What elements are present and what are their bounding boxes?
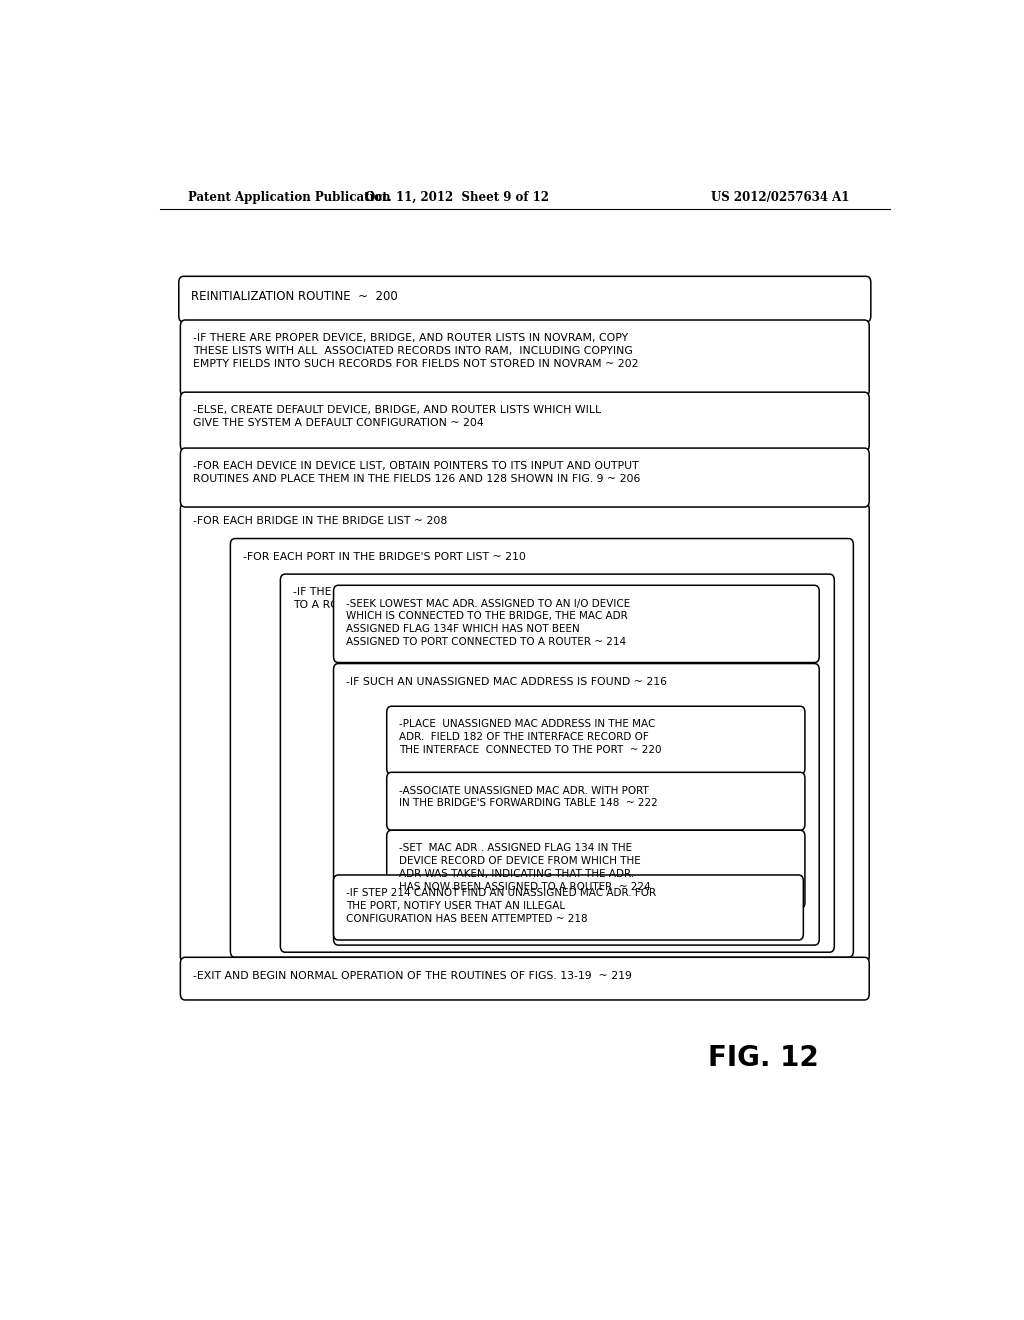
FancyBboxPatch shape xyxy=(387,772,805,830)
Text: -FOR EACH PORT IN THE BRIDGE'S PORT LIST ~ 210: -FOR EACH PORT IN THE BRIDGE'S PORT LIST… xyxy=(243,552,526,562)
Text: -IF THERE ARE PROPER DEVICE, BRIDGE, AND ROUTER LISTS IN NOVRAM, COPY
THESE LIST: -IF THERE ARE PROPER DEVICE, BRIDGE, AND… xyxy=(194,333,639,368)
Text: -IF STEP 214 CANNOT FIND AN UNASSIGNED MAC ADR. FOR
THE PORT, NOTIFY USER THAT A: -IF STEP 214 CANNOT FIND AN UNASSIGNED M… xyxy=(346,888,656,924)
FancyBboxPatch shape xyxy=(179,276,870,322)
FancyBboxPatch shape xyxy=(334,875,804,940)
Text: -ASSOCIATE UNASSIGNED MAC ADR. WITH PORT
IN THE BRIDGE'S FORWARDING TABLE 148  ~: -ASSOCIATE UNASSIGNED MAC ADR. WITH PORT… xyxy=(399,785,658,808)
Text: -EXIT AND BEGIN NORMAL OPERATION OF THE ROUTINES OF FIGS. 13-19  ~ 219: -EXIT AND BEGIN NORMAL OPERATION OF THE … xyxy=(194,970,632,981)
FancyBboxPatch shape xyxy=(180,503,869,962)
FancyBboxPatch shape xyxy=(180,392,869,451)
Text: -PLACE  UNASSIGNED MAC ADDRESS IN THE MAC
ADR.  FIELD 182 OF THE INTERFACE RECOR: -PLACE UNASSIGNED MAC ADDRESS IN THE MAC… xyxy=(399,719,662,755)
Text: -FOR EACH BRIDGE IN THE BRIDGE LIST ~ 208: -FOR EACH BRIDGE IN THE BRIDGE LIST ~ 20… xyxy=(194,516,447,527)
Text: -IF SUCH AN UNASSIGNED MAC ADDRESS IS FOUND ~ 216: -IF SUCH AN UNASSIGNED MAC ADDRESS IS FO… xyxy=(346,677,668,686)
FancyBboxPatch shape xyxy=(387,706,805,775)
Text: REINITIALIZATION ROUTINE  ~  200: REINITIALIZATION ROUTINE ~ 200 xyxy=(191,289,398,302)
FancyBboxPatch shape xyxy=(230,539,853,957)
FancyBboxPatch shape xyxy=(334,585,819,663)
Text: -FOR EACH DEVICE IN DEVICE LIST, OBTAIN POINTERS TO ITS INPUT AND OUTPUT
ROUTINE: -FOR EACH DEVICE IN DEVICE LIST, OBTAIN … xyxy=(194,461,640,484)
FancyBboxPatch shape xyxy=(334,664,819,945)
Text: Oct. 11, 2012  Sheet 9 of 12: Oct. 11, 2012 Sheet 9 of 12 xyxy=(366,190,549,203)
Text: -SET  MAC ADR . ASSIGNED FLAG 134 IN THE
DEVICE RECORD OF DEVICE FROM WHICH THE
: -SET MAC ADR . ASSIGNED FLAG 134 IN THE … xyxy=(399,843,651,892)
Text: -ELSE, CREATE DEFAULT DEVICE, BRIDGE, AND ROUTER LISTS WHICH WILL
GIVE THE SYSTE: -ELSE, CREATE DEFAULT DEVICE, BRIDGE, AN… xyxy=(194,405,601,428)
Text: Patent Application Publication: Patent Application Publication xyxy=(187,190,390,203)
Text: -SEEK LOWEST MAC ADR. ASSIGNED TO AN I/O DEVICE
WHICH IS CONNECTED TO THE BRIDGE: -SEEK LOWEST MAC ADR. ASSIGNED TO AN I/O… xyxy=(346,598,631,647)
Text: FIG. 12: FIG. 12 xyxy=(708,1044,818,1072)
FancyBboxPatch shape xyxy=(180,319,869,396)
FancyBboxPatch shape xyxy=(180,447,869,507)
FancyBboxPatch shape xyxy=(180,957,869,1001)
FancyBboxPatch shape xyxy=(387,830,805,908)
FancyBboxPatch shape xyxy=(281,574,835,952)
Text: US 2012/0257634 A1: US 2012/0257634 A1 xyxy=(712,190,850,203)
Text: -IF THE PORT'S DEVICE/ROUTER ID INDICATES IT IS CONNECTED
TO A ROUTER ~ 212: -IF THE PORT'S DEVICE/ROUTER ID INDICATE… xyxy=(293,587,642,610)
